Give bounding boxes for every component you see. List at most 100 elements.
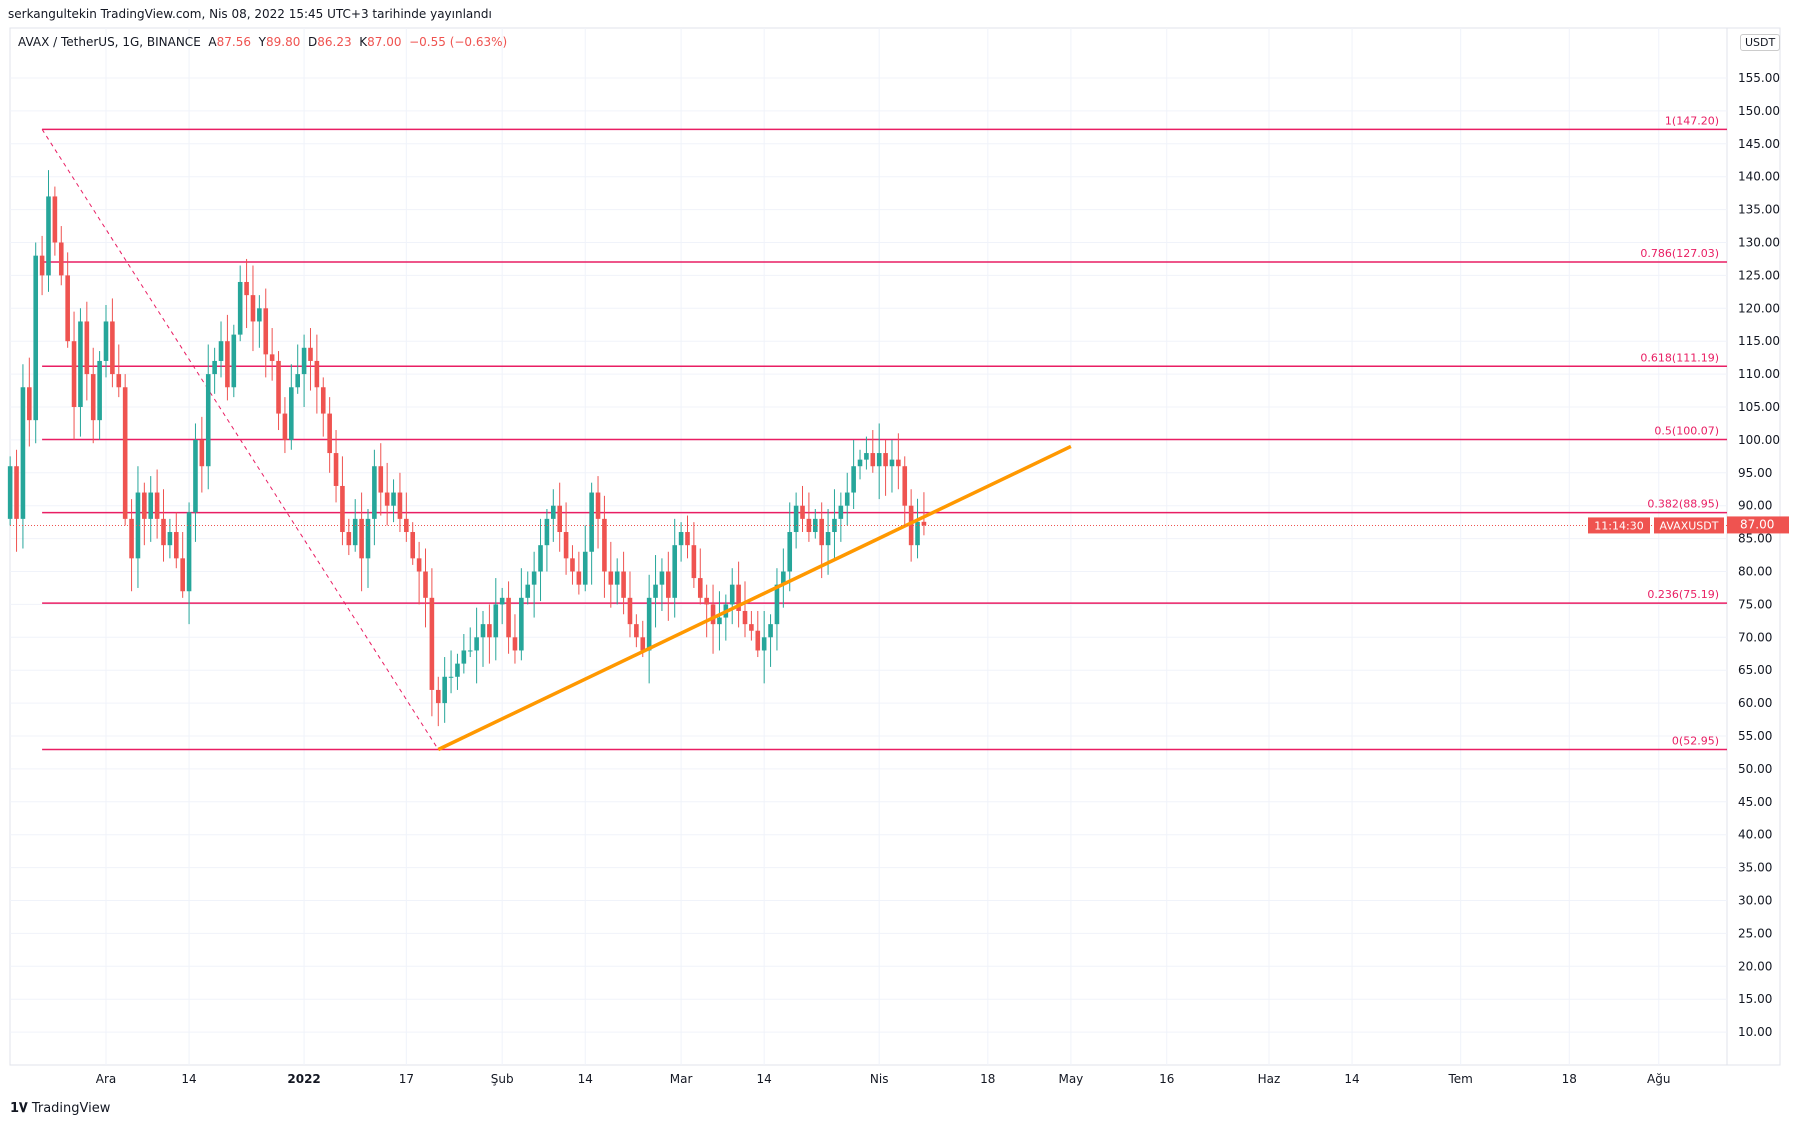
candle-body — [800, 505, 805, 519]
low-value: 86.23 — [317, 35, 352, 49]
candle-body — [231, 334, 237, 388]
candle-body — [563, 532, 569, 559]
y-tick-label: 85.00 — [1738, 532, 1772, 546]
candle-body — [525, 584, 531, 598]
candle-body — [365, 518, 371, 559]
candle-body — [39, 255, 45, 276]
last-price-label: 87.00 — [1740, 517, 1774, 531]
candle-body — [595, 492, 601, 519]
candle-body — [551, 505, 556, 519]
candle-body — [857, 459, 863, 467]
y-tick-label: 65.00 — [1738, 663, 1772, 677]
y-tick-label: 15.00 — [1738, 992, 1772, 1006]
candle-body — [122, 387, 128, 519]
candle-body — [46, 196, 51, 276]
trend-line — [437, 444, 1072, 752]
candle-body — [397, 492, 403, 519]
fib-level-label: 0(52.95) — [1672, 734, 1719, 747]
candle-body — [921, 521, 927, 526]
candle-body — [199, 439, 205, 467]
candle-body — [333, 453, 339, 486]
y-tick-label: 70.00 — [1738, 630, 1772, 644]
plot-frame — [9, 27, 1781, 1066]
candle-body — [173, 532, 179, 559]
x-tick-label: 14 — [1344, 1072, 1359, 1086]
candle-body — [263, 308, 269, 355]
candle-body — [257, 308, 262, 322]
low-label: D — [307, 35, 318, 49]
candle-body — [666, 571, 671, 598]
candle-body — [896, 459, 901, 467]
tradingview-logo[interactable]: 𝟭𝐕 TradingView — [10, 1101, 110, 1116]
candle-body — [455, 663, 460, 677]
candle-body — [672, 545, 678, 598]
candle-body — [225, 341, 230, 388]
candle-body — [576, 571, 582, 585]
candle-body — [608, 571, 614, 585]
candle-body — [84, 321, 90, 375]
currency-button[interactable]: USDT — [1740, 34, 1781, 51]
candle-body — [148, 492, 154, 519]
candle-body — [429, 597, 435, 690]
candle-body — [269, 354, 275, 361]
y-tick-label: 105.00 — [1738, 400, 1780, 414]
candle-body — [320, 387, 326, 414]
x-tick-label: Ara — [96, 1072, 117, 1086]
candle-body — [640, 637, 646, 651]
candle-body — [685, 532, 690, 546]
candle-body — [646, 597, 652, 651]
candle-body — [761, 637, 767, 651]
candle-body — [908, 505, 914, 546]
candle-body — [602, 518, 607, 572]
x-tick-label: 16 — [1159, 1072, 1174, 1086]
candle-body — [742, 610, 748, 625]
x-tick-label: 18 — [1562, 1072, 1577, 1086]
y-tick-label: 90.00 — [1738, 499, 1772, 513]
candle-body — [58, 242, 64, 276]
candle-body — [825, 532, 831, 546]
candle-body — [691, 545, 697, 579]
candle-body — [883, 453, 888, 467]
candle-body — [327, 413, 332, 454]
candle-body — [774, 584, 780, 625]
candle-body — [378, 466, 384, 493]
fib-level-label: 0.236(75.19) — [1647, 588, 1719, 601]
y-tick-label: 155.00 — [1738, 71, 1780, 85]
candle-body — [391, 492, 396, 506]
candle-body — [27, 387, 32, 421]
y-tick-label: 135.00 — [1738, 203, 1780, 217]
candle-body — [480, 624, 486, 638]
candle-body — [65, 275, 70, 342]
candle-body — [864, 453, 869, 460]
candle-body — [416, 558, 422, 572]
x-tick-label: Haz — [1258, 1072, 1281, 1086]
symbol-name[interactable]: AVAX / TetherUS, 1G, BINANCE — [18, 35, 201, 49]
candle-body — [276, 360, 281, 414]
candle-body — [7, 466, 13, 519]
candle-body — [819, 518, 824, 546]
candle-body — [14, 466, 19, 519]
symbol-legend: AVAX / TetherUS, 1G, BINANCE A87.56 Y89.… — [18, 35, 507, 49]
x-tick-label: Nis — [870, 1072, 889, 1086]
candle-body — [308, 347, 313, 361]
y-tick-label: 80.00 — [1738, 565, 1772, 579]
y-tick-label: 95.00 — [1738, 466, 1772, 480]
candle-body — [340, 485, 345, 533]
candle-body — [729, 584, 735, 605]
candle-body — [193, 439, 198, 513]
candle-body — [167, 532, 173, 546]
candle-body — [621, 571, 626, 598]
candle-body — [519, 597, 524, 651]
y-tick-label: 120.00 — [1738, 301, 1780, 315]
candle-body — [282, 413, 288, 440]
candle-body — [237, 281, 243, 335]
candle-body — [435, 689, 441, 704]
candle-body — [634, 624, 639, 638]
candle-body — [487, 624, 492, 638]
candle-body — [295, 374, 300, 388]
candle-body — [544, 518, 550, 546]
candle-body — [110, 321, 115, 375]
fib-level-label: 1(147.20) — [1665, 114, 1719, 127]
candle-body — [493, 604, 499, 638]
